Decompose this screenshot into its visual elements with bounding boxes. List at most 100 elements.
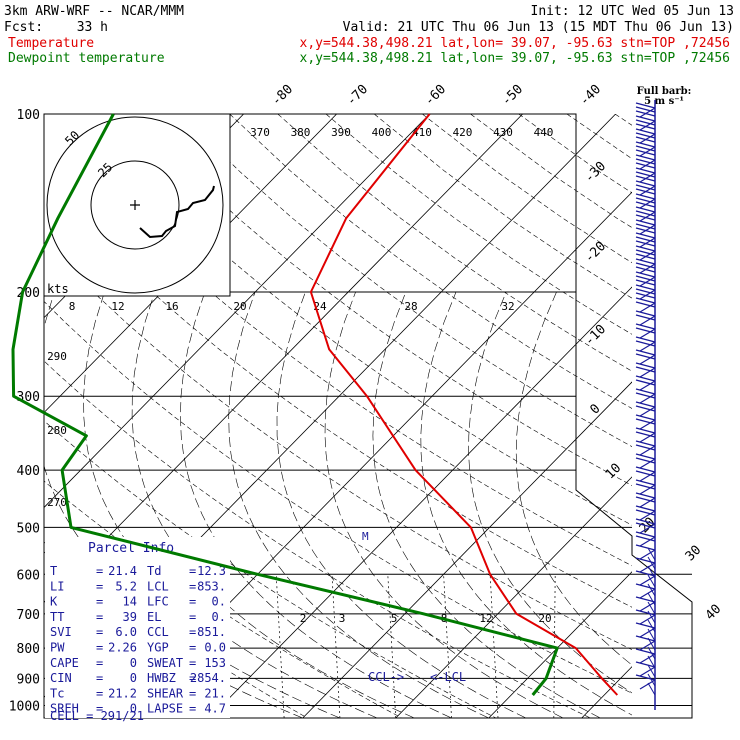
dewpoint-location: x,y=544.38,498.21 lat,lon= 39.07, -95.63… xyxy=(300,51,730,66)
mixing-ratio-line xyxy=(331,574,341,718)
parcel-row-value: 0 xyxy=(130,702,137,716)
wind-barb-low xyxy=(647,619,656,633)
dry-adiabat-line xyxy=(181,114,632,447)
model-title: 3km ARW-WRF -- NCAR/MMM xyxy=(4,4,184,19)
wind-barb-tick xyxy=(639,250,656,261)
top-axis-label: 16 xyxy=(165,300,178,313)
wind-barb-tick xyxy=(639,380,656,391)
moist-adiabat-line xyxy=(420,291,632,716)
wind-barb xyxy=(635,505,656,512)
parcel-row-label: CAPE xyxy=(50,656,79,670)
wind-barb-low xyxy=(647,556,656,570)
hodograph: 50 25 kts xyxy=(43,113,231,297)
wind-barb xyxy=(635,297,656,304)
dry-adiabat-line xyxy=(663,114,740,718)
wind-barb xyxy=(635,366,656,373)
theta-side-label: 290 xyxy=(47,350,67,363)
isotherm-line xyxy=(44,114,523,603)
wind-barb-tick xyxy=(639,120,656,131)
wind-barb xyxy=(635,444,656,451)
theta-label: 370 xyxy=(250,126,270,139)
isotherm-label: -20 xyxy=(582,239,609,266)
pressure-label: 400 xyxy=(17,464,40,479)
parcel-row-equals: = xyxy=(96,610,103,624)
lcl-marker: <-LCL xyxy=(430,670,466,684)
wind-barb xyxy=(635,301,656,308)
parcel-row-value: 4.7 xyxy=(204,702,226,716)
plot-frame xyxy=(43,113,693,719)
parcel-row-value: 851. xyxy=(197,625,226,639)
wind-barb-tick xyxy=(639,432,656,443)
moist-adiabat-line xyxy=(131,291,415,718)
parcel-row-value: 853. xyxy=(197,579,226,593)
wind-barb-low xyxy=(647,664,656,678)
parcel-row-label: SREH xyxy=(50,702,79,716)
dry-adiabat-line xyxy=(470,114,632,228)
wind-barb-tick xyxy=(639,107,656,118)
wind-barb xyxy=(635,427,656,434)
mixing-ratio-label: 2 xyxy=(300,612,307,625)
wind-barb-tick xyxy=(639,484,656,495)
wind-barb xyxy=(635,379,656,386)
wind-barb-tick xyxy=(639,159,656,170)
barb-legend-title: Full barb: xyxy=(637,86,692,97)
isotherm-label: -30 xyxy=(582,159,609,186)
dry-adiabat-line xyxy=(44,420,497,718)
fcst-label: Fcst: xyxy=(4,20,43,35)
parcel-row-label: LI xyxy=(50,579,64,593)
wind-barb-tick xyxy=(639,575,656,586)
wind-barb-tick xyxy=(639,419,656,430)
moist-adiabat-line xyxy=(468,291,632,694)
wind-barb xyxy=(635,245,656,252)
wind-barb xyxy=(635,392,656,399)
wind-barb xyxy=(635,184,656,191)
wind-barb xyxy=(635,418,656,425)
wind-barb-tick xyxy=(639,588,656,599)
wind-barb xyxy=(635,193,656,200)
pressure-label: 700 xyxy=(17,608,40,623)
theta-label: 380 xyxy=(291,126,311,139)
wind-barb xyxy=(635,158,656,165)
parcel-row-label: K xyxy=(50,595,58,609)
wind-barb-tick xyxy=(639,328,656,339)
wind-barb xyxy=(635,496,656,503)
isotherm-line xyxy=(209,286,632,718)
mixing-ratio-label: 5 xyxy=(391,612,398,625)
parcel-row-equals: = xyxy=(189,656,196,670)
parcel-row-equals: = xyxy=(189,671,196,685)
parcel-row-value: 21.2 xyxy=(108,686,137,700)
wind-barb xyxy=(635,154,656,161)
wind-barb-tick xyxy=(639,510,656,521)
moist-adiabat-line xyxy=(228,291,489,718)
top-axis-label: 8 xyxy=(69,300,76,313)
wind-barb xyxy=(635,180,656,187)
wind-barb-tick xyxy=(639,445,656,456)
wind-barb xyxy=(635,275,656,282)
wind-barb xyxy=(635,635,656,642)
wind-barb xyxy=(635,206,656,213)
moist-adiabat-line xyxy=(515,291,632,666)
parcel-row-label: SHEAR xyxy=(147,686,184,700)
wind-barb xyxy=(635,440,656,447)
fcst-value: 33 h xyxy=(77,20,108,35)
parcel-row-label: Tc xyxy=(50,686,64,700)
dry-adiabat-line xyxy=(277,114,632,372)
theta-side-label: 270 xyxy=(47,496,67,509)
wind-barb xyxy=(635,522,656,529)
wind-barb xyxy=(635,661,656,668)
wind-barb xyxy=(635,466,656,473)
pressure-label: 500 xyxy=(17,521,40,536)
moist-adiabat-line xyxy=(180,291,452,718)
wind-barb xyxy=(635,314,656,321)
wind-barb xyxy=(635,431,656,438)
mixing-ratio-label: 3 xyxy=(339,612,346,625)
wind-barb xyxy=(635,492,656,499)
parcel-row-label: EL xyxy=(147,610,161,624)
dry-adiabat-line xyxy=(44,121,632,567)
parcel-row-value: 0. xyxy=(212,595,226,609)
pressure-label: 600 xyxy=(17,568,40,583)
wind-barb-tick xyxy=(639,289,656,300)
parcel-row-value: 21. xyxy=(204,686,226,700)
pressure-label: 900 xyxy=(17,672,40,687)
wind-barb xyxy=(635,132,656,139)
